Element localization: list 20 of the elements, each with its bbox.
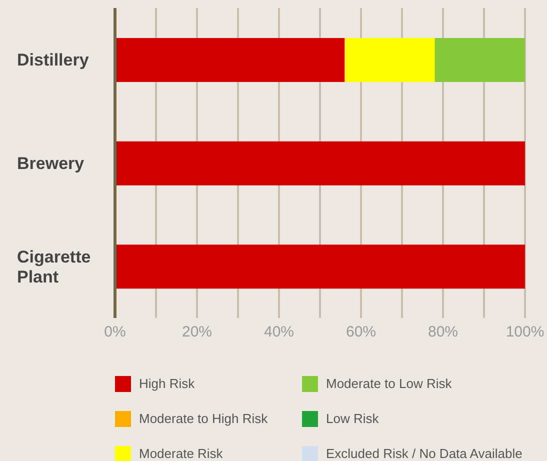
legend-label: High Risk [139,376,195,391]
x-tick-label: 20% [182,324,212,341]
bar [115,38,345,82]
legend-label: Excluded Risk / No Data Available [326,446,522,461]
x-tick-label: 40% [264,324,294,341]
legend-label: Low Risk [326,411,379,426]
y-tick-label: Brewery [17,154,85,173]
legend-label: Moderate Risk [139,446,223,461]
legend-label: Moderate to Low Risk [326,376,452,391]
x-tick-label: 0% [104,324,126,341]
y-tick-label: Cigarette Plant [17,247,91,286]
x-tick-label: 80% [428,324,458,341]
bar [115,141,525,186]
bar [115,244,525,289]
legend-label: Moderate to High Risk [139,411,268,426]
x-tick-label: 100% [506,324,544,341]
y-tick-label: Distillery [17,50,90,70]
bar [434,38,525,82]
bar [344,38,435,82]
x-tick-label: 60% [346,324,376,341]
